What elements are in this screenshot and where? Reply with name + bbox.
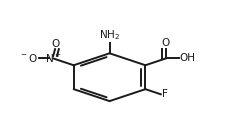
Text: N$^+$: N$^+$ (45, 52, 61, 65)
Text: $^-$O: $^-$O (19, 52, 38, 64)
Text: NH$_2$: NH$_2$ (99, 29, 120, 42)
Text: OH: OH (180, 53, 196, 63)
Text: O: O (51, 39, 59, 49)
Text: F: F (162, 89, 168, 99)
Text: O: O (162, 38, 170, 48)
